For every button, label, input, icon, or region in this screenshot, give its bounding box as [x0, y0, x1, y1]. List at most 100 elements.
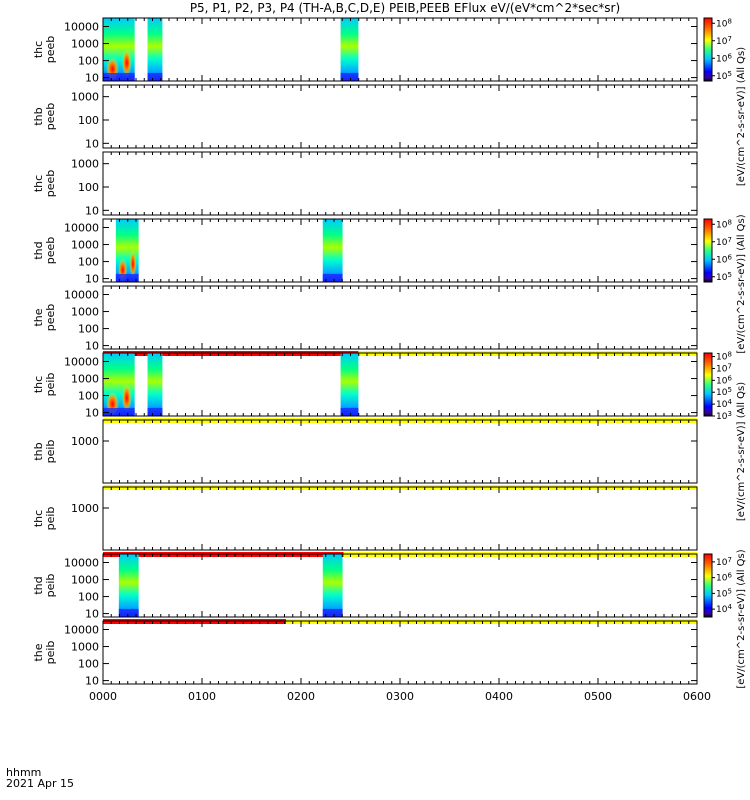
panel-frame — [102, 419, 698, 484]
colorbar-scale — [703, 17, 713, 82]
y-axis-label: thcpeeb — [32, 170, 57, 198]
panel-0: 10 100 1000 10000 thcpeeb — [32, 17, 698, 85]
data-block-base — [322, 609, 343, 617]
y-tick-label: 10 — [85, 608, 99, 621]
product-label: peeb — [44, 103, 57, 131]
colorbar-tick-label: 106 — [716, 374, 732, 386]
product-label: peib — [44, 440, 57, 464]
data-block-base — [115, 274, 139, 282]
y-tick-label: 10 — [85, 675, 99, 688]
y-axis-label: thepeib — [32, 641, 57, 665]
x-tick-label: 0300 — [386, 690, 414, 703]
probe-label: the — [32, 308, 45, 326]
x-tick-label: 0200 — [287, 690, 315, 703]
probe-label: thd — [32, 576, 45, 594]
y-tick-label: 10 — [85, 340, 99, 353]
y-tick-label: 1000 — [71, 38, 99, 51]
date-label: 2021 Apr 15 — [6, 777, 74, 790]
x-tick-label: 0100 — [188, 690, 216, 703]
y-axis-label: thbpeeb — [32, 103, 57, 131]
panel-frame — [102, 486, 698, 551]
y-tick-label: 100 — [78, 256, 99, 269]
colorbar-unit-label: [eV/(cm^2-s-sr-eV)] (All Qs) — [736, 214, 747, 353]
colorbar-scale — [703, 218, 713, 283]
product-label: peeb — [44, 237, 57, 265]
y-axis-label: thepeeb — [32, 304, 57, 332]
colorbar-tick-label: 107 — [716, 35, 732, 47]
colorbar-tick-label: 105 — [716, 587, 732, 599]
y-tick-label: 1000 — [71, 373, 99, 386]
y-axis-label: thcpeib — [32, 373, 57, 397]
product-label: peib — [44, 373, 57, 397]
colorbar-unit-label: [eV/(cm^2-s-sr-eV)] (All Qs) — [736, 382, 747, 521]
product-label: peeb — [44, 36, 57, 64]
y-axis-label: thcpeeb — [32, 36, 57, 64]
data-block — [340, 18, 359, 81]
y-tick-label: 1000 — [71, 435, 99, 448]
colorbar-tick-label: 106 — [716, 52, 732, 64]
page-title: P5, P1, P2, P3, P4 (TH-A,B,C,D,E) PEIB,P… — [189, 1, 621, 15]
panel-frame — [102, 17, 698, 82]
y-tick-label: 10 — [85, 137, 99, 150]
product-label: peib — [44, 574, 57, 598]
data-block — [340, 353, 359, 416]
data-block — [322, 554, 343, 617]
y-tick-label: 1000 — [71, 91, 99, 104]
colorbar-tick-label: 108 — [716, 351, 732, 363]
probe-label: thc — [32, 376, 45, 393]
y-tick-label: 1000 — [71, 574, 99, 587]
panel-3: 10 100 1000 10000 thdpeeb — [32, 218, 698, 286]
colorbar-tick-label: 105 — [716, 271, 732, 283]
y-tick-label: 100 — [78, 181, 99, 194]
data-block-base — [118, 609, 139, 617]
panel-frame — [102, 151, 698, 216]
panel-9: 10 100 1000 10000 thepeib — [32, 620, 698, 688]
probe-label: thc — [32, 510, 45, 527]
product-label: peeb — [44, 304, 57, 332]
product-label: peeb — [44, 170, 57, 198]
colorbar-1: 105 106 107 108 [eV/(cm^2-s-sr-eV)] (All Qs) — [703, 214, 747, 354]
colorbar-tick-label: 108 — [716, 218, 732, 230]
x-tick-label: 0600 — [683, 690, 711, 703]
y-tick-label: 1000 — [71, 158, 99, 171]
y-tick-label: 1000 — [71, 306, 99, 319]
data-block — [147, 353, 163, 416]
y-tick-label: 100 — [78, 323, 99, 336]
y-tick-label: 1000 — [71, 502, 99, 515]
panel-frame — [102, 218, 698, 283]
y-tick-label: 1000 — [71, 239, 99, 252]
colorbar-0: 105 106 107 108 [eV/(cm^2-s-sr-eV)] (All Qs) — [703, 17, 747, 186]
x-tick-label: 0000 — [89, 690, 117, 703]
hotspot — [122, 384, 132, 412]
y-axis-label: thdpeib — [32, 574, 57, 598]
y-tick-label: 1000 — [71, 641, 99, 654]
data-block — [147, 18, 163, 81]
colorbar-tick-label: 106 — [716, 253, 732, 265]
data-block-base — [147, 408, 163, 416]
x-tick-label: 0500 — [584, 690, 612, 703]
panel-frame — [102, 620, 698, 685]
colorbar-scale — [703, 553, 713, 618]
y-tick-label: 100 — [78, 658, 99, 671]
panel-2: 10 100 1000 thcpeeb — [32, 151, 698, 217]
y-tick-label: 100 — [78, 390, 99, 403]
data-block-base — [103, 73, 135, 81]
y-tick-label: 10 — [85, 273, 99, 286]
colorbar-tick-label: 107 — [716, 362, 732, 374]
x-tick-label: 0400 — [485, 690, 513, 703]
data-block — [322, 219, 343, 282]
hotspot — [122, 49, 132, 77]
y-tick-label: 100 — [78, 114, 99, 127]
probe-label: thb — [32, 442, 45, 460]
colorbar-tick-label: 104 — [716, 398, 732, 410]
y-tick-label: 10000 — [64, 557, 99, 570]
colorbar-tick-label: 107 — [716, 236, 732, 248]
data-block-base — [322, 274, 343, 282]
y-tick-label: 100 — [78, 55, 99, 68]
y-tick-label: 10 — [85, 204, 99, 217]
panel-6: 1000 thbpeib — [32, 419, 698, 490]
probe-label: thc — [32, 41, 45, 58]
data-block-base — [103, 408, 135, 416]
panel-frame — [102, 84, 698, 149]
data-block — [118, 554, 139, 617]
